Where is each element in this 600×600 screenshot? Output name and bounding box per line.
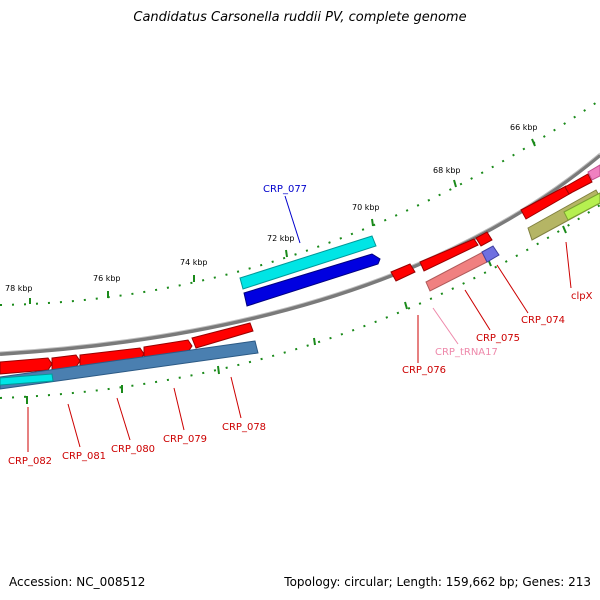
leader-crp-077 — [284, 195, 301, 244]
feature-cyan-small[interactable] — [0, 373, 54, 386]
ruler-label-66: 66 kbp — [510, 123, 538, 132]
feature-crp-078[interactable] — [191, 322, 254, 349]
feature-steel-cds[interactable] — [0, 340, 259, 390]
leader-crp-080 — [116, 397, 131, 441]
label-crp-074: CRP_074 — [521, 315, 565, 326]
leader-lines — [27, 195, 572, 452]
tick-70 — [371, 218, 374, 227]
label-crp-076: CRP_076 — [402, 365, 446, 376]
accession-text: Accession: NC_008512 — [9, 575, 146, 589]
feature-lime-cds[interactable] — [563, 192, 600, 221]
feature-clpx-gene[interactable] — [564, 173, 593, 195]
label-crp-trna17: CRP_tRNA17 — [435, 347, 498, 358]
leader-crp-081 — [67, 403, 81, 448]
leader-crp-075 — [464, 289, 491, 331]
ruler-label-74: 74 kbp — [180, 258, 208, 267]
genome-summary-text: Topology: circular; Length: 159,662 bp; … — [284, 575, 591, 589]
label-crp-078: CRP_078 — [222, 422, 266, 433]
feature-crp-077[interactable] — [243, 253, 381, 307]
feature-crp-075b[interactable] — [475, 231, 493, 247]
inner-tick-3 — [217, 365, 220, 375]
label-crp-079: CRP_079 — [163, 434, 207, 445]
tick-66 — [531, 138, 536, 147]
inner-tick-5 — [404, 301, 408, 310]
label-crp-081: CRP_081 — [62, 451, 106, 462]
feature-crp-076[interactable] — [390, 263, 416, 282]
inner-tick-4 — [313, 337, 316, 346]
label-crp-082: CRP_082 — [8, 456, 52, 467]
label-crp-075: CRP_075 — [476, 333, 520, 344]
feature-trna17-blue[interactable] — [481, 245, 500, 263]
right-gene-track — [390, 173, 593, 282]
tick-68 — [453, 179, 457, 188]
leader-clpx — [565, 241, 572, 289]
label-clpx: clpX — [571, 291, 593, 302]
feature-pink-small[interactable] — [587, 164, 600, 181]
tick-72 — [285, 249, 288, 258]
label-crp-080: CRP_080 — [111, 444, 155, 455]
ruler-label-70: 70 kbp — [352, 203, 380, 212]
page-title: Candidatus Carsonella ruddii PV, complet… — [133, 10, 467, 25]
ruler-label-68: 68 kbp — [433, 166, 461, 175]
ruler-label-78: 78 kbp — [5, 284, 33, 293]
feature-cyan-cds[interactable] — [239, 235, 377, 290]
feature-crp-075[interactable] — [419, 238, 479, 272]
inner-tick-7 — [562, 225, 567, 234]
leader-crp-078 — [230, 376, 242, 419]
leader-crp-079 — [173, 387, 185, 431]
feature-crp-082[interactable] — [0, 357, 53, 375]
genome-backbone-highlight — [0, 152, 600, 353]
ruler-ticks — [29, 138, 536, 304]
leader-crp-trna17 — [432, 307, 459, 345]
label-crp-077: CRP_077 — [263, 184, 307, 195]
leader-crp-074 — [496, 264, 529, 314]
ruler-label-76: 76 kbp — [93, 274, 121, 283]
ruler-label-72: 72 kbp — [267, 234, 295, 243]
